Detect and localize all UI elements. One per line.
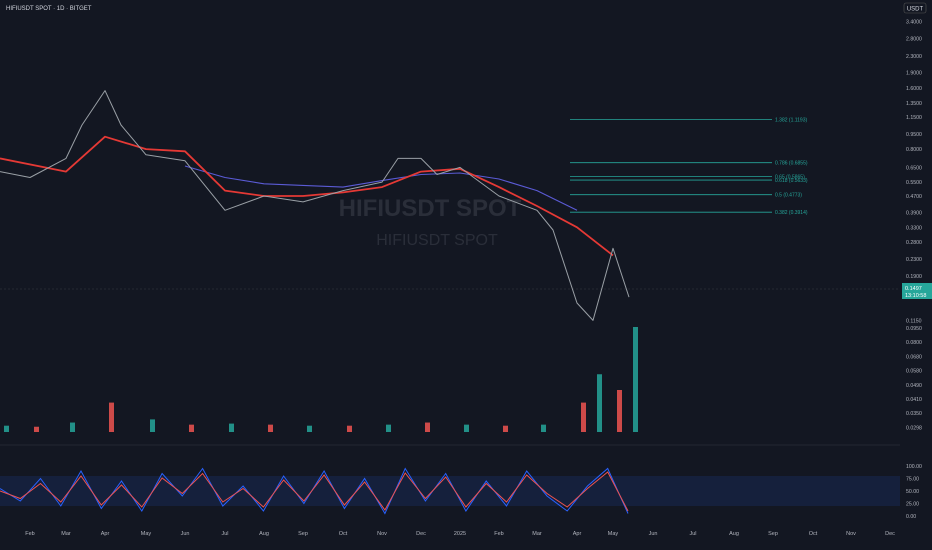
fib-level-label: 0.65 (0.5865) [775, 174, 805, 180]
y-axis-tick-label: 0.0410 [906, 397, 922, 403]
y-axis-tick-label: 0.1900 [906, 274, 922, 280]
watermark-small: HIFIUSDT SPOT [376, 232, 498, 249]
stoch-y-tick-label: 100.00 [906, 464, 922, 470]
x-axis-tick-label: Jun [649, 531, 658, 537]
volume-bar [581, 402, 586, 432]
x-axis-tick-label: Apr [573, 531, 582, 537]
x-axis-tick-label: Mar [532, 531, 542, 537]
y-axis-tick-label: 0.2300 [906, 257, 922, 263]
y-axis-tick-label: 0.8000 [906, 147, 922, 153]
fib-level-label: 0.618 (0.5633) [775, 178, 808, 184]
x-axis-tick-label: Dec [416, 531, 426, 537]
y-axis-tick-label: 0.0490 [906, 383, 922, 389]
x-axis-tick-label: Mar [61, 531, 71, 537]
stoch-y-tick-label: 75.00 [906, 477, 919, 483]
volume-bar [617, 390, 622, 432]
symbol-title: HIFIUSDT SPOT · 1D · BITGET [6, 6, 92, 12]
volume-bar [425, 422, 430, 432]
y-axis-tick-label: 0.0800 [906, 340, 922, 346]
y-axis-tick-label: 0.3900 [906, 211, 922, 217]
x-axis-tick-label: Aug [729, 531, 739, 537]
volume-bar [70, 422, 75, 432]
volume-bar [307, 425, 312, 432]
stoch-y-tick-label: 0.00 [906, 514, 916, 520]
volume-bar [189, 424, 194, 432]
currency-label: USDT [907, 7, 924, 13]
y-axis-tick-label: 0.6500 [906, 165, 922, 171]
x-axis-tick-label: Apr [101, 531, 110, 537]
y-axis-tick-label: 0.0350 [906, 411, 922, 417]
stoch-y-tick-label: 50.00 [906, 489, 919, 495]
y-axis-tick-label: 0.9500 [906, 132, 922, 138]
y-axis-tick-label: 0.0298 [906, 425, 922, 431]
ma-line [184, 165, 578, 211]
y-axis-tick-label: 2.8000 [906, 36, 922, 42]
volume-bar [541, 424, 546, 432]
x-axis-tick-label: Feb [494, 531, 503, 537]
price-line [0, 90, 630, 321]
y-axis-tick-label: 0.0580 [906, 369, 922, 375]
y-axis-tick-label: 1.9000 [906, 71, 922, 77]
x-axis-tick-label: Oct [339, 531, 348, 537]
last-price-countdown: 13:10:58 [905, 293, 926, 299]
ema-line [0, 135, 614, 257]
y-axis-tick-label: 1.3500 [906, 101, 922, 107]
fib-level-label: 0.5 (0.4773) [775, 193, 802, 199]
x-axis-tick-label: Nov [377, 531, 387, 537]
volume-bar [464, 424, 469, 432]
volume-bar [268, 424, 273, 432]
x-axis-tick-label: Feb [25, 531, 34, 537]
volume-bar [633, 327, 638, 432]
x-axis-tick-label: Sep [768, 531, 778, 537]
last-price-value: 0.1497 [905, 286, 922, 292]
x-axis-tick-label: May [608, 531, 619, 537]
x-axis-tick-label: Jul [689, 531, 696, 537]
volume-bar [347, 425, 352, 432]
y-axis-tick-label: 1.1500 [906, 115, 922, 121]
fib-level-label: 0.786 (0.6855) [775, 161, 808, 167]
stoch-y-tick-label: 25.00 [906, 502, 919, 508]
volume-bar [109, 402, 114, 432]
watermark-large: HIFIUSDT SPOT [339, 195, 522, 222]
volume-bar [150, 419, 155, 432]
volume-bar [34, 426, 39, 432]
y-axis-tick-label: 3.4000 [906, 19, 922, 25]
y-axis-tick-label: 2.3000 [906, 54, 922, 60]
y-axis-tick-label: 0.5500 [906, 180, 922, 186]
volume-bar [4, 425, 9, 432]
x-axis-tick-label: Nov [846, 531, 856, 537]
volume-bar [503, 425, 508, 432]
x-axis-tick-label: 2025 [454, 531, 466, 537]
y-axis-tick-label: 0.3300 [906, 225, 922, 231]
volume-bar [386, 424, 391, 432]
last-price-badge [902, 283, 932, 299]
x-axis-tick-label: Jul [221, 531, 228, 537]
fib-level-label: 1.382 (1.1193) [775, 117, 807, 123]
y-axis-tick-label: 0.1150 [906, 318, 922, 324]
y-axis-tick-label: 0.2800 [906, 240, 922, 246]
x-axis-tick-label: May [141, 531, 152, 537]
currency-badge[interactable] [903, 2, 927, 14]
x-axis-tick-label: Oct [809, 531, 818, 537]
y-axis-tick-label: 1.6000 [906, 86, 922, 92]
y-axis-tick-label: 0.4700 [906, 194, 922, 200]
y-axis-tick-label: 0.0680 [906, 354, 922, 360]
y-axis-tick-label: 0.0950 [906, 326, 922, 332]
stoch-d-line [0, 471, 629, 512]
x-axis-tick-label: Dec [885, 531, 895, 537]
fib-level-label: 0.382 (0.3914) [775, 210, 808, 216]
x-axis-tick-label: Jun [181, 531, 190, 537]
x-axis-tick-label: Aug [259, 531, 269, 537]
volume-bar [229, 423, 234, 432]
volume-bar [597, 374, 602, 432]
x-axis-tick-label: Sep [298, 531, 308, 537]
